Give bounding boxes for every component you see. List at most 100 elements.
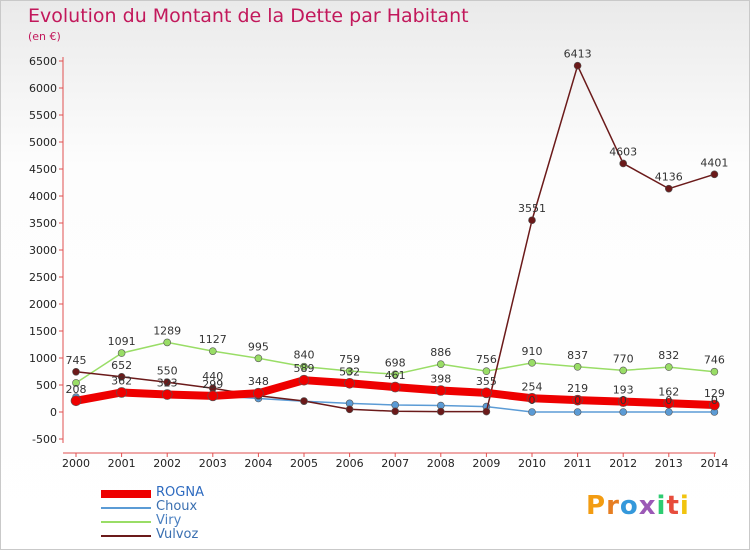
data-point-viry — [345, 367, 354, 375]
legend-label: Viry — [156, 513, 182, 528]
data-label-rogna: 193 — [613, 384, 634, 397]
data-point-rogna — [435, 385, 447, 396]
data-point-viry — [482, 367, 491, 375]
data-point-vulvoz — [482, 407, 491, 416]
data-point-rogna — [709, 399, 720, 411]
data-label-rogna: 299 — [202, 378, 223, 391]
x-tick-label: 2003 — [199, 457, 227, 470]
y-tick-label: 0 — [50, 406, 57, 419]
y-tick-label: 2500 — [29, 271, 57, 284]
data-point-vulvoz — [528, 216, 536, 225]
data-point-choux — [528, 408, 536, 416]
x-tick-label: 2010 — [518, 457, 546, 470]
logo-letter: t — [666, 491, 680, 521]
x-tick-label: 2008 — [427, 457, 455, 470]
data-label-viry: 698 — [385, 356, 406, 369]
data-label-viry: 746 — [704, 354, 725, 367]
data-point-viry — [117, 349, 126, 357]
data-point-vulvoz — [72, 367, 80, 376]
data-point-vulvoz — [619, 159, 628, 168]
data-label-rogna: 532 — [339, 365, 360, 378]
data-label-vulvoz: 745 — [66, 354, 87, 367]
data-label-viry: 910 — [522, 345, 543, 358]
data-label-rogna: 461 — [385, 369, 406, 382]
data-point-rogna — [344, 377, 355, 389]
x-tick-label: 2011 — [564, 457, 592, 470]
chart-title: Evolution du Montant de la Dette par Hab… — [28, 5, 469, 27]
data-point-viry — [619, 366, 628, 375]
data-label-vulvoz: 3551 — [518, 202, 546, 215]
y-tick-label: 6500 — [29, 55, 57, 68]
data-label-rogna: 254 — [522, 380, 543, 393]
data-label-rogna: 589 — [294, 362, 315, 375]
data-point-rogna — [617, 396, 629, 407]
data-point-rogna — [116, 387, 127, 398]
data-label-vulvoz: 652 — [111, 359, 132, 372]
data-label-viry: 759 — [339, 353, 360, 366]
data-label-vulvoz: 440 — [202, 370, 223, 383]
y-tick-label: 4000 — [29, 190, 57, 203]
data-point-vulvoz — [710, 170, 719, 179]
data-point-viry — [664, 363, 673, 371]
data-label-rogna: 362 — [111, 374, 132, 387]
data-point-viry — [163, 338, 171, 347]
data-point-choux — [664, 408, 673, 416]
data-label-choux: 0 — [711, 394, 718, 407]
data-label-rogna: 129 — [704, 387, 725, 400]
legend-label: Choux — [156, 499, 198, 514]
data-label-viry: 832 — [658, 349, 679, 362]
y-tick-label: 2000 — [29, 298, 57, 311]
legend-label: ROGNA — [156, 485, 204, 500]
data-label-vulvoz: 4401 — [700, 156, 728, 169]
data-label-viry: 995 — [248, 340, 269, 353]
data-point-vulvoz — [436, 407, 445, 416]
data-label-viry: 1127 — [199, 333, 227, 346]
logo-letter: i — [679, 491, 690, 521]
data-label-rogna: 398 — [430, 373, 451, 386]
data-point-viry — [209, 347, 217, 355]
data-label-choux: 0 — [620, 394, 627, 407]
data-label-vulvoz: 4136 — [655, 171, 683, 184]
data-point-viry — [300, 362, 308, 371]
data-label-rogna: 162 — [658, 385, 679, 398]
chart-unit: (en €) — [28, 30, 61, 43]
data-point-vulvoz — [300, 397, 308, 405]
data-label-viry: 837 — [567, 349, 588, 362]
legend-swatch — [101, 507, 151, 509]
y-tick-label: 5500 — [29, 109, 57, 122]
y-tick-label: 3000 — [29, 244, 57, 257]
data-label-choux: 0 — [665, 394, 672, 407]
y-tick-label: 1500 — [29, 325, 57, 338]
data-point-vulvoz — [664, 184, 673, 193]
data-point-choux — [619, 408, 628, 416]
data-point-rogna — [526, 392, 538, 404]
data-point-rogna — [663, 397, 675, 409]
data-label-choux: 0 — [574, 394, 581, 407]
y-tick-label: 1000 — [29, 352, 57, 365]
legend-swatch — [101, 490, 151, 498]
x-tick-label: 2001 — [108, 457, 136, 470]
data-label-viry: 1091 — [108, 335, 136, 348]
proxiti-logo: Proxiti — [586, 491, 690, 521]
x-tick-label: 2009 — [472, 457, 500, 470]
x-tick-label: 2013 — [655, 457, 683, 470]
y-tick-label: 3500 — [29, 217, 57, 230]
y-tick-label: 500 — [36, 379, 57, 392]
data-label-rogna: 219 — [567, 382, 588, 395]
data-label-vulvoz: 550 — [157, 364, 178, 377]
x-tick-label: 2007 — [381, 457, 409, 470]
data-label-rogna: 323 — [157, 377, 178, 390]
data-point-rogna — [481, 387, 492, 399]
data-point-viry — [436, 360, 445, 368]
y-tick-label: 4500 — [29, 163, 57, 176]
x-tick-label: 2012 — [609, 457, 637, 470]
data-point-viry — [391, 370, 400, 379]
data-point-vulvoz — [345, 405, 354, 414]
data-point-viry — [72, 379, 80, 387]
logo-letter: x — [638, 491, 657, 521]
x-tick-label: 2006 — [336, 457, 364, 470]
data-label-rogna: 355 — [476, 375, 497, 388]
data-label-vulvoz: 6413 — [564, 48, 592, 61]
data-point-viry — [254, 354, 263, 363]
